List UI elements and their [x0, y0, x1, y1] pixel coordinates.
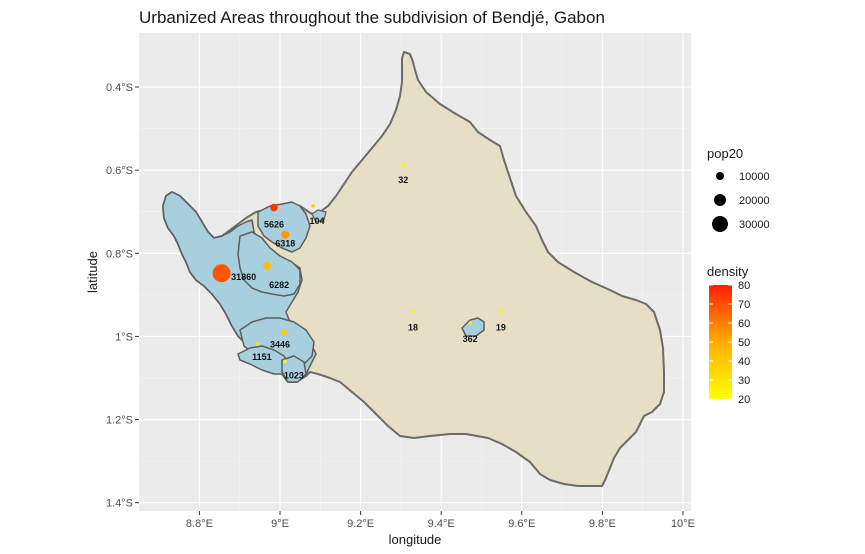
urban-area-104 — [311, 209, 327, 223]
size-legend-label: 30000 — [739, 219, 770, 231]
point-label: 104 — [310, 216, 325, 226]
y-tick-label: 0.6°S — [106, 165, 133, 177]
population-point — [468, 321, 473, 325]
colorbar-label: 20 — [738, 394, 750, 406]
population-point — [281, 230, 290, 239]
colorbar-label: 60 — [738, 318, 750, 330]
x-tick-label: 9.2°E — [347, 518, 374, 530]
point-label: 3446 — [270, 339, 290, 349]
y-tick-label: 1.2°S — [106, 415, 133, 427]
x-tick-label: 9.8°E — [589, 518, 616, 530]
population-point — [281, 329, 288, 336]
size-legend: pop20 10000 20000 30000 — [707, 146, 770, 232]
x-tick-label: 10°E — [671, 518, 695, 530]
population-point — [212, 264, 231, 283]
x-axis-ticks: 8.8°E 9°E 9.2°E 9.4°E 9.6°E 9.8°E 10°E — [186, 511, 695, 530]
size-legend-title: pop20 — [707, 146, 743, 161]
urban-area-southeast — [281, 355, 307, 383]
point-label: 32 — [398, 175, 408, 185]
density-colorbar — [709, 285, 732, 399]
y-tick-label: 0.4°S — [106, 82, 133, 94]
population-point — [270, 203, 278, 212]
y-tick-label: 0.8°S — [106, 248, 133, 260]
population-points: 31860 5626 6318 6282 104 32 18 19 362 3446 1151 102… — [212, 163, 506, 380]
x-tick-label: 8.8°E — [186, 518, 213, 530]
point-label: 18 — [408, 322, 418, 332]
colorbar-label: 30 — [738, 375, 750, 387]
y-axis-ticks: 0.4°S 0.6°S 0.8°S 1°S 1.2°S 1.4°S — [106, 82, 139, 510]
point-label: 1023 — [284, 370, 304, 380]
population-point — [401, 163, 406, 167]
population-point — [411, 309, 415, 314]
population-point — [263, 261, 272, 270]
point-label: 362 — [463, 334, 478, 344]
point-label: 1151 — [252, 352, 272, 362]
population-point — [499, 309, 503, 314]
point-label: 6282 — [269, 280, 289, 290]
y-axis-title: latitude — [85, 251, 100, 293]
color-legend: density 80 70 60 50 40 30 20 — [707, 264, 750, 406]
colorbar-label: 70 — [738, 299, 750, 311]
map-layer: 31860 5626 6318 6282 104 32 18 19 362 3446 1151 102… — [162, 51, 665, 487]
size-legend-dot — [716, 172, 724, 180]
colorbar-label: 50 — [738, 337, 750, 349]
colorbar-label: 80 — [738, 280, 750, 292]
population-point — [311, 204, 315, 208]
x-tick-label: 9.6°E — [508, 518, 535, 530]
point-label: 5626 — [264, 220, 284, 230]
colorbar-label: 40 — [738, 356, 750, 368]
point-label: 19 — [496, 322, 506, 332]
chart-title: Urbanized Areas throughout the subdivisi… — [139, 8, 605, 27]
size-legend-label: 10000 — [739, 171, 770, 183]
y-tick-label: 1°S — [115, 331, 133, 343]
size-legend-label: 20000 — [739, 195, 770, 207]
size-legend-dot — [714, 194, 726, 206]
x-tick-label: 9.4°E — [428, 518, 455, 530]
point-label: 31860 — [231, 272, 256, 282]
urban-area-north — [257, 201, 311, 253]
y-tick-label: 1.4°S — [106, 498, 133, 510]
urban-area-362 — [461, 317, 485, 337]
x-tick-label: 9°E — [271, 518, 289, 530]
population-point — [256, 342, 260, 346]
color-legend-title: density — [707, 264, 749, 279]
size-legend-dot — [712, 216, 728, 232]
point-label: 6318 — [275, 239, 295, 249]
population-point — [283, 359, 287, 364]
x-axis-title: longitude — [389, 532, 442, 547]
